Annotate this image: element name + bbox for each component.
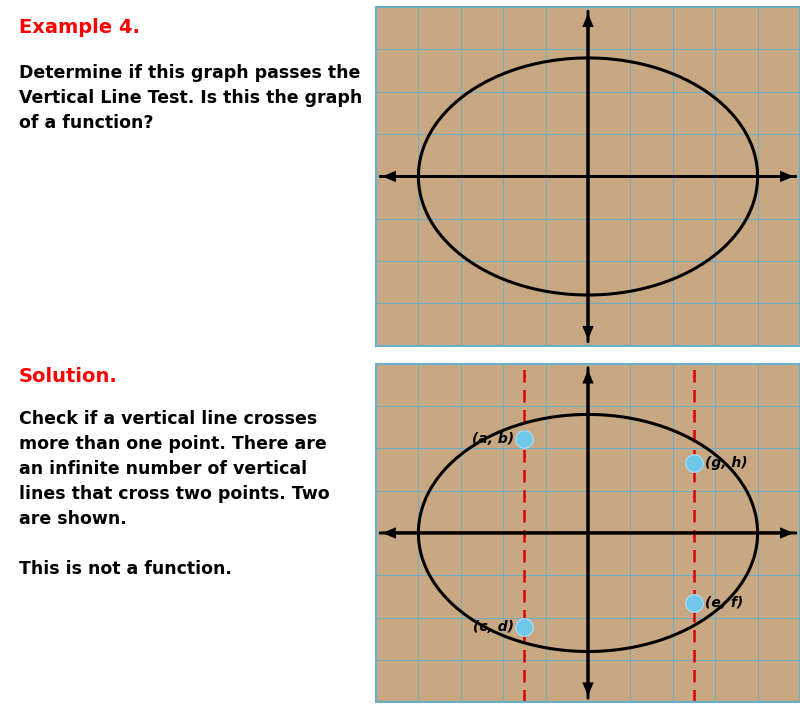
Text: Example 4.: Example 4. [19, 18, 140, 37]
Text: (c, d): (c, d) [473, 620, 514, 634]
FancyArrow shape [380, 529, 790, 537]
Text: Determine if this graph passes the
Vertical Line Test. Is this the graph
of a fu: Determine if this graph passes the Verti… [19, 64, 362, 132]
Point [688, 597, 701, 608]
FancyArrow shape [584, 11, 592, 337]
Text: Check if a vertical line crosses
more than one point. There are
an infinite numb: Check if a vertical line crosses more th… [19, 410, 330, 578]
Point [518, 434, 531, 445]
FancyArrow shape [584, 16, 592, 342]
FancyArrow shape [386, 173, 796, 180]
Text: (a, b): (a, b) [472, 432, 514, 446]
FancyArrow shape [584, 373, 592, 698]
Text: Solution.: Solution. [19, 367, 118, 386]
Point [688, 458, 701, 469]
Text: (g, h): (g, h) [705, 456, 747, 470]
Text: (e, f): (e, f) [705, 596, 743, 610]
FancyArrow shape [584, 368, 592, 693]
FancyArrow shape [380, 173, 790, 180]
FancyArrow shape [386, 529, 796, 537]
Point [518, 621, 531, 632]
